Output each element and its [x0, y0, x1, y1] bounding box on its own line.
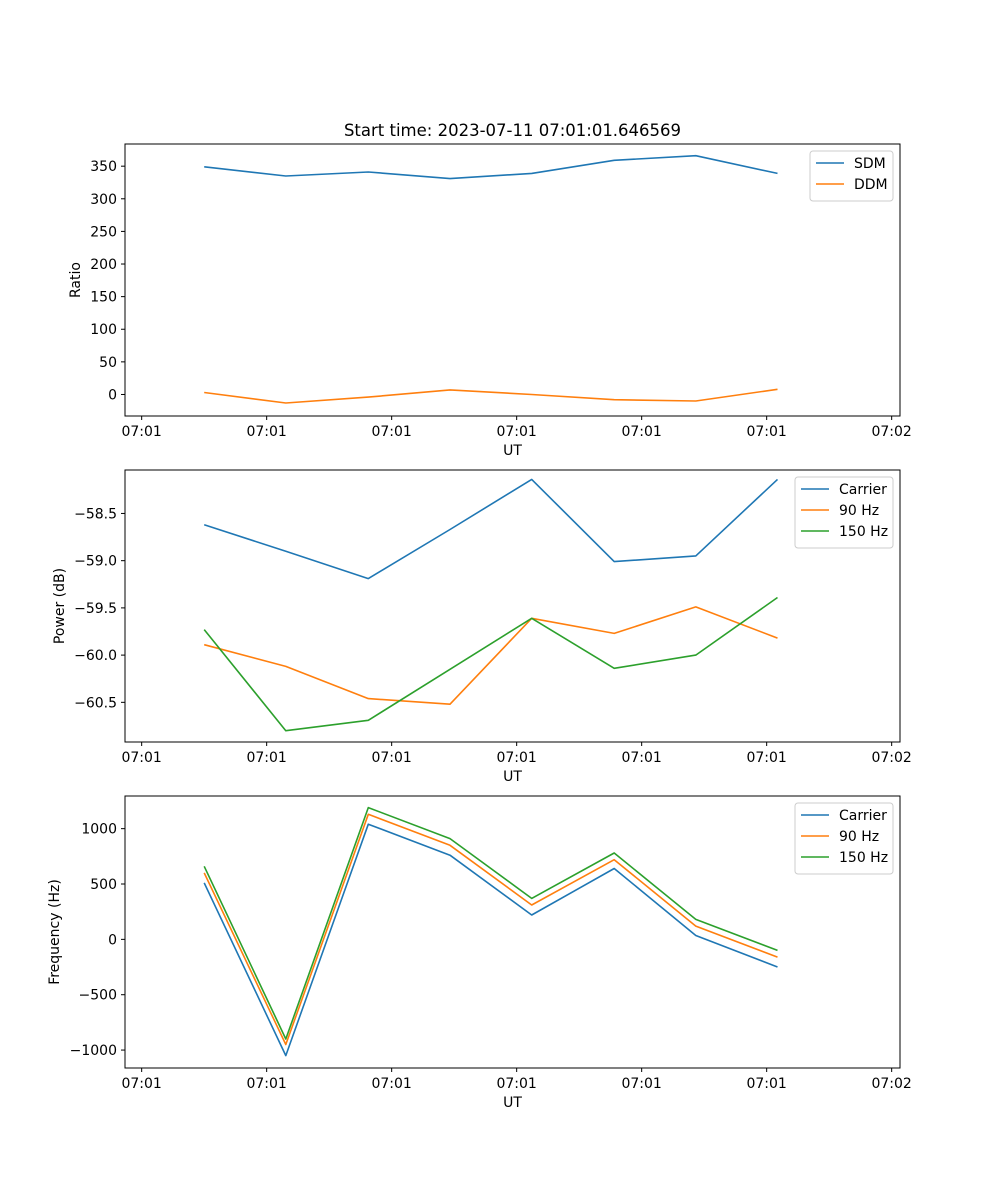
x-tick-label: 07:02 — [871, 424, 911, 440]
x-axis-label: UT — [503, 443, 522, 459]
legend-label: 90 Hz — [839, 503, 879, 519]
chart-title: Start time: 2023-07-11 07:01:01.646569 — [344, 121, 681, 140]
series-line-90-hz — [203, 813, 778, 1046]
subplot-2: −60.5 −60.0 −59.5 −59.0 −58.5 07:01 07:01 07:01… — [52, 469, 912, 785]
legend-label: Carrier — [839, 808, 887, 824]
x-tick-label: 07:01 — [496, 750, 536, 766]
legend-label: 90 Hz — [839, 829, 879, 845]
y-tick-label: 1000 — [81, 822, 117, 838]
y-tick-label: 50 — [99, 355, 117, 371]
series-line-carrier — [203, 478, 779, 580]
x-tick-label: 07:01 — [371, 1076, 411, 1092]
legend-label: DDM — [854, 177, 888, 193]
y-tick-label: −500 — [79, 988, 117, 1004]
subplots: 0 50 100 150 200 250 300 350 07:01 07:01 07:01 07:0… — [47, 121, 912, 1111]
x-tick-label: 07:01 — [621, 1076, 661, 1092]
y-tick-label: −58.5 — [74, 506, 117, 522]
series-line-150-hz — [203, 596, 778, 732]
y-tick-label: 0 — [108, 387, 117, 403]
series-line-150-hz — [203, 806, 778, 1040]
y-tick-label: 500 — [90, 877, 117, 893]
x-tick-label: 07:02 — [871, 1076, 911, 1092]
x-tick-label: 07:01 — [621, 424, 661, 440]
x-tick-label: 07:01 — [496, 424, 536, 440]
y-tick-label: −1000 — [70, 1043, 117, 1059]
x-tick-label: 07:01 — [121, 750, 161, 766]
x-tick-label: 07:01 — [246, 424, 286, 440]
series-line-carrier — [203, 823, 778, 1057]
y-tick-label: 150 — [90, 290, 117, 306]
y-axis-label: Power (dB) — [52, 568, 68, 644]
legend: Carrier 90 Hz 150 Hz — [794, 476, 894, 549]
axes-frame — [124, 795, 901, 1069]
legend: SDM DDM — [809, 150, 894, 202]
x-axis-label: UT — [503, 769, 522, 785]
axes-frame — [124, 143, 901, 417]
x-tick-label: 07:01 — [371, 424, 411, 440]
x-tick-label: 07:01 — [621, 750, 661, 766]
series-line-sdm — [204, 154, 778, 180]
x-axis-label: UT — [503, 1095, 522, 1111]
x-tick-label: 07:01 — [246, 750, 286, 766]
axes-frame — [124, 469, 901, 743]
x-tick-label: 07:01 — [371, 750, 411, 766]
legend-label: 150 Hz — [839, 850, 888, 866]
x-tick-label: 07:01 — [121, 1076, 161, 1092]
x-tick-label: 07:02 — [871, 750, 911, 766]
y-tick-label: 250 — [90, 224, 117, 240]
legend-label: SDM — [854, 156, 886, 172]
legend-label: Carrier — [839, 482, 887, 498]
x-tick-label: 07:01 — [746, 750, 786, 766]
subplot-3: −1000 −500 0 500 1000 07:01 07:01 07:01 07:01 07:… — [47, 795, 912, 1111]
x-tick-label: 07:01 — [746, 1076, 786, 1092]
legend: Carrier 90 Hz 150 Hz — [794, 802, 894, 875]
y-tick-label: 200 — [90, 257, 117, 273]
y-tick-label: −60.0 — [74, 648, 117, 664]
y-tick-label: −60.5 — [74, 695, 117, 711]
y-tick-label: 0 — [108, 932, 117, 948]
legend-label: 150 Hz — [839, 524, 888, 540]
subplot-1: 0 50 100 150 200 250 300 350 07:01 07:01 07:01 07:0… — [68, 121, 912, 459]
y-axis-label: Ratio — [68, 262, 84, 298]
x-tick-label: 07:01 — [246, 1076, 286, 1092]
y-tick-label: 100 — [90, 322, 117, 338]
x-tick-label: 07:01 — [121, 424, 161, 440]
y-tick-label: −59.5 — [74, 601, 117, 617]
series-line-90-hz — [203, 606, 778, 706]
y-tick-label: −59.0 — [74, 554, 117, 570]
series-line-ddm — [204, 388, 778, 404]
x-tick-label: 07:01 — [746, 424, 786, 440]
y-axis-label: Frequency (Hz) — [47, 879, 63, 985]
y-tick-label: 300 — [90, 192, 117, 208]
x-tick-label: 07:01 — [496, 1076, 536, 1092]
y-tick-label: 350 — [90, 159, 117, 175]
